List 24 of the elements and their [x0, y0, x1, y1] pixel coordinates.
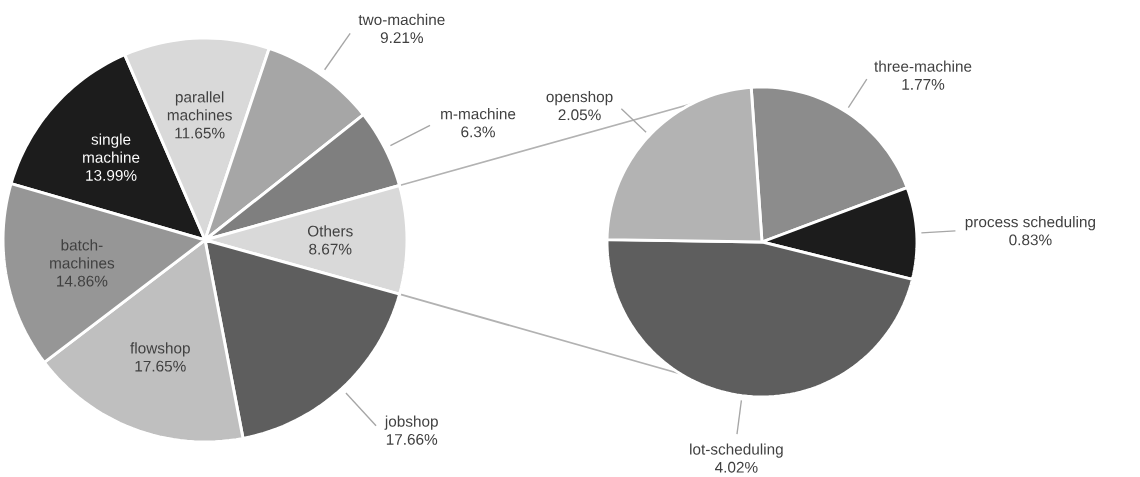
slice-label: Others	[307, 225, 353, 237]
data-label: 9.21%	[380, 32, 424, 43]
slice-label: two-machine	[358, 13, 445, 25]
data-label: 17.66%	[386, 433, 438, 445]
data-label: 13.99%	[86, 169, 137, 181]
data-label: 8.67%	[309, 243, 352, 255]
data-label: 11.65%	[175, 127, 225, 139]
data-label: 0.83%	[1009, 234, 1052, 246]
slice-label: lot-scheduling	[690, 443, 783, 458]
data-label: 14.86%	[57, 275, 108, 287]
slice-label: flowshop	[130, 342, 190, 357]
data-label: 1.77%	[902, 78, 945, 90]
slice-label: parallel machines	[167, 91, 232, 121]
data-label: 6.3%	[461, 126, 495, 138]
data-label: 4.02%	[715, 461, 758, 473]
data-label: 2.05%	[558, 109, 601, 121]
slice-label: jobshop	[384, 415, 438, 430]
slice-label: single machine	[83, 133, 140, 163]
slice-label: m-machine	[441, 107, 516, 120]
slice-label: process scheduling	[965, 215, 1095, 231]
data-label: 17.65%	[135, 360, 186, 372]
slice-label: three-machine	[874, 60, 972, 72]
slice-label: openshop	[546, 90, 613, 106]
slice-label: batch-machines	[50, 239, 115, 269]
